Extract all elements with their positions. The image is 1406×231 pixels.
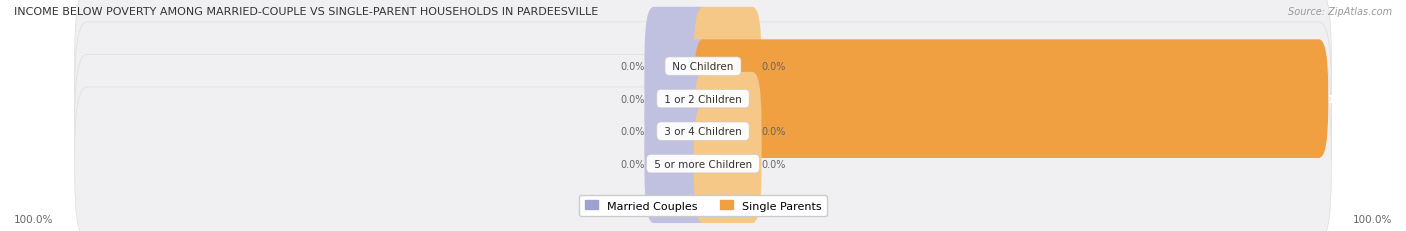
- Text: 100.0%: 100.0%: [1329, 94, 1368, 104]
- Text: INCOME BELOW POVERTY AMONG MARRIED-COUPLE VS SINGLE-PARENT HOUSEHOLDS IN PARDEES: INCOME BELOW POVERTY AMONG MARRIED-COUPL…: [14, 7, 599, 17]
- Text: 3 or 4 Children: 3 or 4 Children: [661, 127, 745, 137]
- Text: 0.0%: 0.0%: [620, 159, 644, 169]
- FancyBboxPatch shape: [644, 105, 713, 223]
- FancyBboxPatch shape: [644, 40, 713, 158]
- FancyBboxPatch shape: [693, 105, 762, 223]
- Text: 0.0%: 0.0%: [762, 62, 786, 72]
- FancyBboxPatch shape: [75, 55, 1331, 208]
- Text: 0.0%: 0.0%: [620, 94, 644, 104]
- Text: 0.0%: 0.0%: [620, 62, 644, 72]
- Text: No Children: No Children: [669, 62, 737, 72]
- FancyBboxPatch shape: [644, 73, 713, 191]
- Text: 1 or 2 Children: 1 or 2 Children: [661, 94, 745, 104]
- Text: 0.0%: 0.0%: [762, 127, 786, 137]
- Legend: Married Couples, Single Parents: Married Couples, Single Parents: [579, 195, 827, 216]
- Text: 100.0%: 100.0%: [14, 214, 53, 224]
- Text: 5 or more Children: 5 or more Children: [651, 159, 755, 169]
- FancyBboxPatch shape: [75, 0, 1331, 143]
- Text: 0.0%: 0.0%: [762, 159, 786, 169]
- FancyBboxPatch shape: [693, 40, 1329, 158]
- Text: 100.0%: 100.0%: [1353, 214, 1392, 224]
- FancyBboxPatch shape: [75, 23, 1331, 176]
- FancyBboxPatch shape: [693, 8, 762, 126]
- Text: 0.0%: 0.0%: [620, 127, 644, 137]
- FancyBboxPatch shape: [75, 88, 1331, 231]
- Text: Source: ZipAtlas.com: Source: ZipAtlas.com: [1288, 7, 1392, 17]
- FancyBboxPatch shape: [693, 73, 762, 191]
- FancyBboxPatch shape: [644, 8, 713, 126]
